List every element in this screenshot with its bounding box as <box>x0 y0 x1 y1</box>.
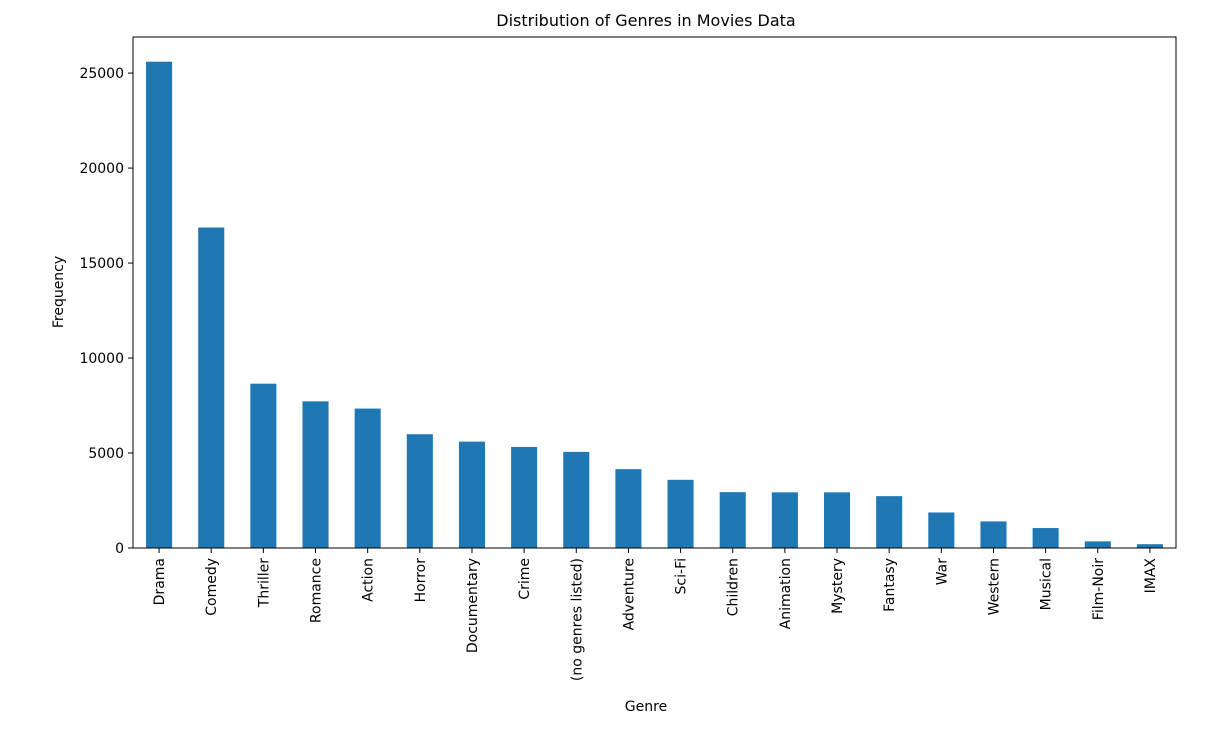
bar-action <box>354 408 381 548</box>
bar-mystery <box>823 492 851 548</box>
x-tick-label: Comedy <box>204 558 220 616</box>
x-tick-label: Children <box>726 558 742 616</box>
x-tick-label: Musical <box>1039 558 1055 610</box>
y-tick-label: 15000 <box>79 256 124 272</box>
y-tick-label: 25000 <box>79 66 124 82</box>
bar-film-noir <box>1084 541 1111 548</box>
plot-frame <box>132 36 1177 549</box>
x-tick-label: Drama <box>152 558 168 605</box>
bar-crime <box>511 446 538 548</box>
bar-children <box>719 492 746 548</box>
bar-animation <box>771 492 798 548</box>
bar-no-genres-listed <box>563 451 590 548</box>
x-tick-label: Horror <box>413 558 429 603</box>
bar-thriller <box>250 383 277 548</box>
x-tick-label: Sci-Fi <box>674 558 690 594</box>
x-tick-label: Crime <box>517 558 533 600</box>
x-tick-label: IMAX <box>1143 558 1159 594</box>
bar-imax <box>1136 544 1163 548</box>
y-tick-label: 20000 <box>79 161 124 177</box>
x-tick-label: Mystery <box>830 558 846 614</box>
bar-documentary <box>458 441 486 548</box>
y-tick-label: 0 <box>115 541 124 557</box>
bar-war <box>928 512 955 548</box>
x-tick-label: Adventure <box>621 558 637 630</box>
bar-sci-fi <box>667 479 694 548</box>
bar-romance <box>302 401 329 548</box>
bar-horror <box>406 434 433 548</box>
x-tick-label: War <box>934 558 950 586</box>
bar-drama <box>146 61 173 548</box>
x-tick-label: Action <box>361 558 377 602</box>
x-tick-label: Fantasy <box>882 558 898 612</box>
x-axis: Drama Comedy Thriller Romance Action Horror Do… <box>152 548 1159 681</box>
x-tick-label: Animation <box>778 558 794 629</box>
x-axis-label: Genre <box>625 699 667 715</box>
y-axis: 0 5000 10000 15000 20000 25000 <box>79 66 133 557</box>
x-tick-label: Film-Noir <box>1091 558 1107 620</box>
bars-group <box>146 61 1163 548</box>
x-tick-label: Romance <box>309 558 325 623</box>
y-tick-label: 5000 <box>88 446 124 462</box>
bar-fantasy <box>876 496 903 548</box>
bar-western <box>980 521 1007 548</box>
y-axis-label: Frequency <box>51 256 67 328</box>
x-tick-label: (no genres listed) <box>569 558 585 681</box>
x-tick-label: Thriller <box>256 558 272 608</box>
x-tick-label: Western <box>986 558 1002 615</box>
x-tick-label: Documentary <box>465 558 481 653</box>
bar-comedy <box>198 227 225 548</box>
bar-adventure <box>615 469 642 548</box>
y-tick-label: 10000 <box>79 351 124 367</box>
chart-title: Distribution of Genres in Movies Data <box>496 11 795 30</box>
bar-musical <box>1032 528 1059 548</box>
